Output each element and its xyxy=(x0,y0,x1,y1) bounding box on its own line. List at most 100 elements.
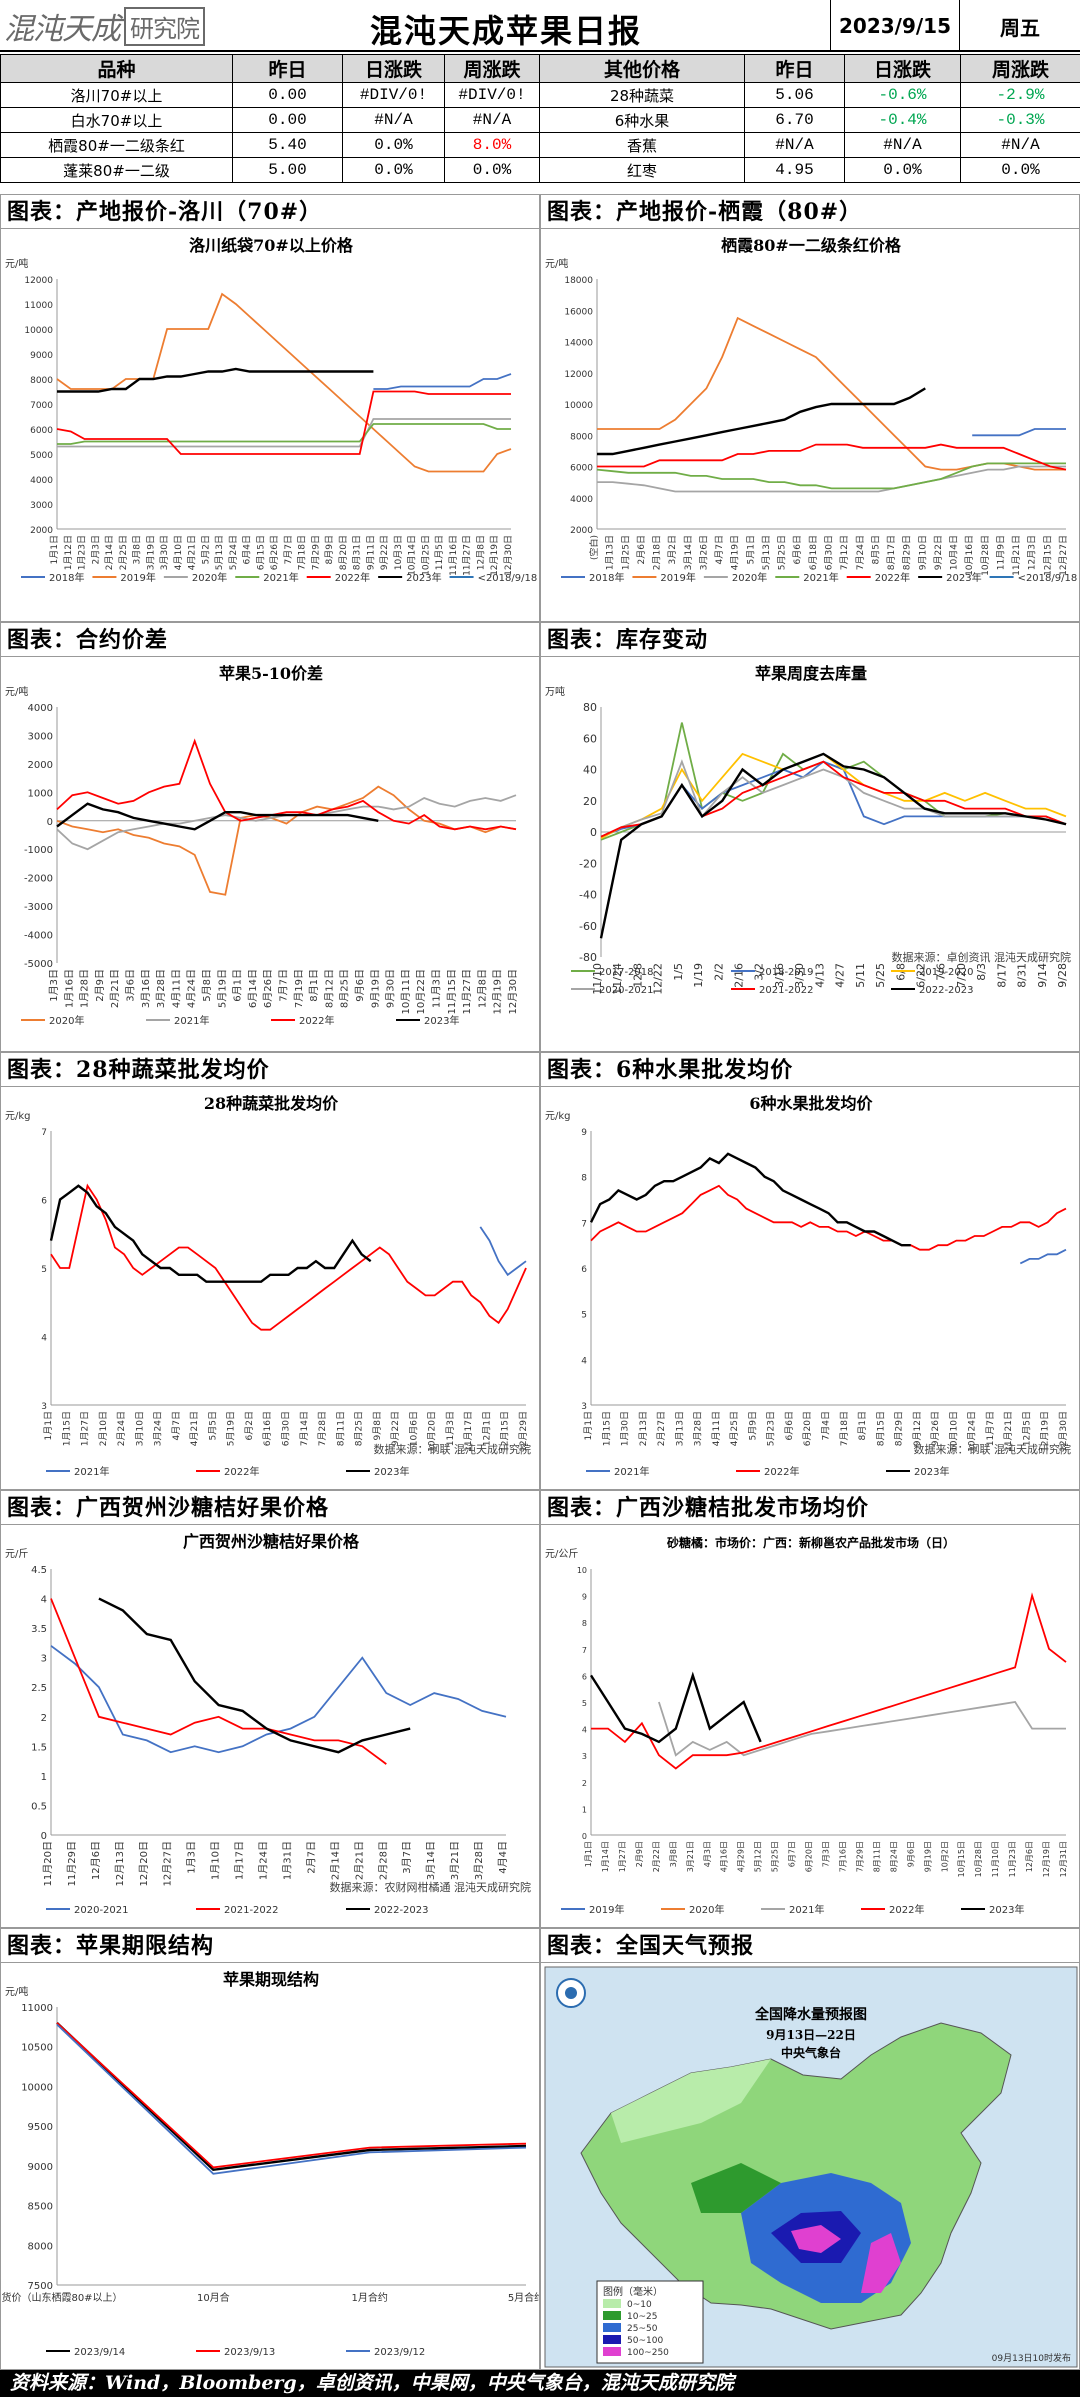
table-cell: 8.0% xyxy=(444,132,540,158)
x-tick-label: 11月23日 xyxy=(1008,1841,1017,1877)
y-axis-unit: 元/公斤 xyxy=(545,1548,578,1560)
x-tick-label: 5月24日 xyxy=(228,535,239,570)
x-tick-label: 12月8日 xyxy=(476,969,488,1008)
x-tick-label: 12/8 xyxy=(631,963,644,988)
x-tick-label: 8月29日 xyxy=(902,535,913,570)
x-tick-label: 9月6日 xyxy=(906,1841,915,1867)
x-tick-label: 5月8日 xyxy=(201,969,213,1002)
x-tick-label: 3月16日 xyxy=(140,969,152,1008)
x-tick-label: 12月6日 xyxy=(1025,1841,1034,1872)
col-weekly-change: 周涨跌 xyxy=(444,54,540,83)
panel-heading: 图表：广西贺州沙糖桔好果价格 xyxy=(1,1491,539,1525)
legend-label: 2023年 xyxy=(989,1903,1024,1916)
chart-title: 广西贺州沙糖桔好果价格 xyxy=(183,1532,360,1551)
y-tick-label: 6000 xyxy=(570,464,593,474)
panel-inventory: 图表：库存变动 苹果周度去库量 万吨 -80 -60 -40 -20 0 20 40 60 80 11… xyxy=(540,622,1080,1052)
x-tick-label: 7月4日 xyxy=(821,1411,832,1440)
x-tick-label: 9月26日 xyxy=(930,1411,941,1446)
x-tick-label: 12月5日 xyxy=(1021,1411,1032,1446)
x-tick-label: 4月11日 xyxy=(170,969,182,1008)
legend-label: 2021-2022 xyxy=(759,985,814,996)
x-tick-label: 11月10日 xyxy=(991,1841,1000,1877)
x-tick-label: 12月19日 xyxy=(489,535,500,576)
x-tick-label: 11月21日 xyxy=(1003,1411,1014,1452)
legend-label: 2023年 xyxy=(946,571,981,584)
legend-label: 2021年 xyxy=(263,571,298,584)
y-tick-label: 8000 xyxy=(570,432,593,442)
col-other-prices: 其他价格 xyxy=(539,54,745,83)
x-tick-label: 12月1日 xyxy=(481,1411,492,1446)
panel-contract-spread: 图表：合约价差 苹果5-10价差 元/吨 -5000 -4000 -3000 -2000 -… xyxy=(0,622,540,1052)
panel-heading: 图表：苹果期限结构 xyxy=(1,1929,539,1963)
x-tick-label: 11月27日 xyxy=(461,969,473,1014)
legend-label: 2022-2023 xyxy=(919,985,974,996)
x-tick-label: 4月11日 xyxy=(711,1411,722,1446)
x-tick-label: 9月22日 xyxy=(933,535,944,570)
panel-vegetable-price: 图表：28种蔬菜批发均价 28种蔬菜批发均价 元/kg 3 4 5 6 7 1月1日 1月15日… xyxy=(0,1052,540,1490)
x-tick-label: 6月26日 xyxy=(262,969,274,1008)
y-tick-label: 0 xyxy=(590,826,597,839)
x-tick-label: 9月30日 xyxy=(385,969,397,1008)
x-tick-label: 10月16日 xyxy=(964,535,975,576)
y-tick-label: 8 xyxy=(582,1619,587,1628)
emblem-icon xyxy=(556,1978,586,2008)
x-tick-label: 3月7日 xyxy=(401,1841,413,1874)
legend-label: 2019-2020 xyxy=(919,967,974,978)
y-tick-label: 12000 xyxy=(24,276,53,286)
y-tick-label: 10500 xyxy=(21,2043,53,2054)
y-tick-label: 0 xyxy=(582,1832,587,1841)
series-line xyxy=(50,1183,527,1331)
legend-item: 0~10 xyxy=(627,2300,652,2310)
y-tick-label: 4.5 xyxy=(31,1565,47,1576)
y-tick-label: 10 xyxy=(577,1566,587,1575)
y-tick-label: 3 xyxy=(582,1752,587,1761)
x-tick-label: 7/6 xyxy=(935,963,948,981)
x-tick-label: 1月31日 xyxy=(281,1841,293,1880)
x-tick-label: 1月合约 xyxy=(351,2291,387,2304)
x-tick-label: 3月8日 xyxy=(132,535,143,564)
x-tick-label: 6/22 xyxy=(914,963,927,988)
y-tick-label: 7 xyxy=(582,1646,587,1655)
x-tick-label: 10月11日 xyxy=(400,969,412,1014)
y-tick-label: -5000 xyxy=(24,959,53,970)
legend-label: 2020年 xyxy=(192,571,227,584)
y-axis-unit: 元/斤 xyxy=(5,1548,28,1560)
col-daily-change-2: 日涨跌 xyxy=(844,54,961,83)
x-tick-label: 10月20日 xyxy=(427,1411,438,1452)
series-line xyxy=(658,1701,1066,1757)
x-tick-label: 6月30日 xyxy=(281,1411,292,1446)
x-tick-label: 5月13日 xyxy=(214,535,225,570)
y-tick-label: -60 xyxy=(579,920,597,933)
panel-weather: 图表：全国天气预报 全国降水量预报图 9月13日—22日 中央气象台 图例（毫米… xyxy=(540,1928,1080,2370)
y-tick-label: 6 xyxy=(582,1672,587,1681)
x-tick-label: 1/19 xyxy=(692,963,705,988)
chart-title: 苹果期现结构 xyxy=(223,1970,319,1989)
map-date: 9月13日—22日 xyxy=(766,2028,856,2042)
y-tick-label: 9000 xyxy=(30,351,53,361)
y-axis-unit: 万吨 xyxy=(545,685,565,698)
table-cell: #N/A xyxy=(342,107,445,133)
x-tick-label: 3月28日 xyxy=(155,969,167,1008)
y-tick-label: 6 xyxy=(41,1197,47,1207)
legend-label: 2018年 xyxy=(49,571,84,584)
panel-heading: 图表：产地报价-栖霞（80#） xyxy=(541,195,1079,229)
table-cell: 5.00 xyxy=(232,157,343,183)
legend-title: 图例（毫米） xyxy=(603,2285,663,2298)
x-tick-label: 4月24日 xyxy=(186,969,198,1008)
legend-label: 2018年 xyxy=(589,571,624,584)
y-tick-label: 60 xyxy=(583,732,597,745)
chart-guangxi-orange: 砂糖橘：市场价：广西：新柳邕农产品批发市场（日） 元/公斤 0 1 2 3 4 5 6 7 8 9 10… xyxy=(545,1535,1068,1916)
y-tick-label: 4 xyxy=(581,1356,587,1366)
x-tick-label: 2月22日 xyxy=(652,1841,661,1872)
x-tick-label: 2月9日 xyxy=(635,1841,644,1867)
y-tick-label: 8000 xyxy=(28,2241,53,2252)
table-cell: 白水70#以上 xyxy=(0,107,233,133)
legend-label: 2022年 xyxy=(889,1903,924,1916)
x-tick-label: 1月24日 xyxy=(258,1841,270,1880)
table-cell: 0.0% xyxy=(960,157,1080,183)
x-tick-label: 12月30日 xyxy=(503,535,514,576)
series-line xyxy=(596,462,1066,490)
y-tick-label: 16000 xyxy=(564,307,593,317)
